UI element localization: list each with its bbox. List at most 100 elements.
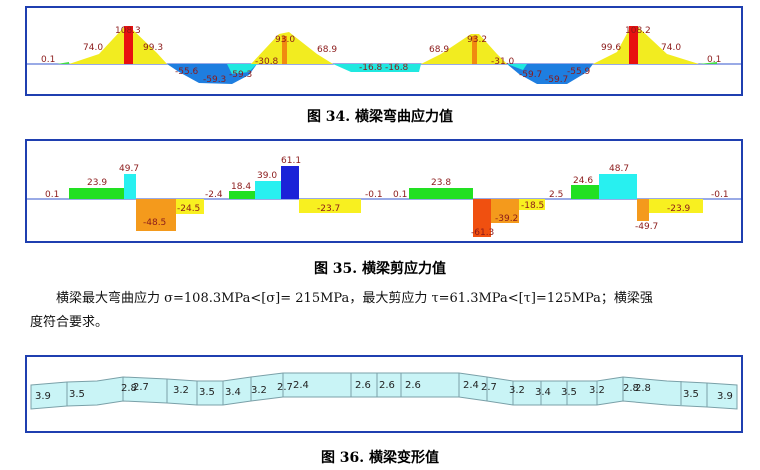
mid-bar-3 [472,36,477,64]
deform-label: 2.7 [133,382,149,393]
stress-label: 74.0 [661,43,681,53]
stress-label: 0.1 [41,55,55,65]
stress-label: 108.2 [625,26,651,36]
shear-label: -23.9 [667,204,691,214]
shear-label: -49.7 [635,222,658,232]
shear-bar [519,199,545,210]
stress-label: -59.3 [229,70,252,80]
shear-bar [255,181,281,199]
figure-36-caption: 图 36. 横梁变形值 [320,450,440,466]
shear-label: -39.2 [495,214,518,224]
bending-stress-diagram: 0.1 74.0 108.3 99.3 -55.6 -59.3 -59.3 -3… [27,26,741,85]
deform-label: 3.4 [535,387,551,398]
peak-bar-4 [629,26,638,64]
shear-bar [637,199,649,221]
deform-label: 3.2 [589,385,605,396]
stress-label: -55.6 [175,67,199,77]
stress-label: -16.8 [385,63,409,73]
shear-bar [281,166,299,199]
stress-label: 99.6 [601,43,621,53]
stress-label: 93.2 [467,35,487,45]
transition-3 [507,64,527,70]
stress-label: -30.8 [255,57,279,67]
shear-bar [473,199,491,237]
stress-label: -55.9 [567,67,591,77]
shear-bar [124,174,136,199]
positive-lobe-1 [69,26,167,64]
negative-lobe-2 [333,64,421,72]
shear-label: -2.4 [205,190,223,200]
deform-label: 3.5 [69,389,85,400]
shear-label: -24.5 [177,204,200,214]
mid-bar-2 [282,36,287,64]
shear-label: 18.4 [231,182,251,192]
deform-label: 3.5 [199,387,215,398]
deform-label: 2.4 [463,380,479,391]
stress-label: 0.1 [707,55,721,65]
shear-label: -61.3 [471,228,494,238]
deform-label: 2.6 [405,380,421,391]
shear-label: -48.5 [143,218,166,228]
stress-label: 99.3 [143,43,163,53]
deform-label: 2.4 [293,380,309,391]
shear-label: 61.1 [281,156,301,166]
stress-label: 74.0 [83,43,103,53]
shear-label: 2.5 [549,190,563,200]
shear-bar [491,199,519,223]
shear-bar [176,199,204,214]
deform-label: 3.2 [173,385,189,396]
end-left [57,62,69,64]
deform-label: 3.4 [225,387,241,398]
transition-1 [227,64,257,74]
deform-label: 3.5 [683,389,699,400]
stress-label: 68.9 [317,45,337,55]
figure-34-caption: 图 34. 横梁弯曲应力值 [306,109,454,125]
shear-label: -23.7 [317,204,340,214]
shear-label: 23.9 [87,178,107,188]
stress-label: -31.0 [491,57,515,67]
stress-label: 93.0 [275,35,295,45]
conclusion-text-line-1: 横梁最大弯曲应力 σ=108.3MPa<[σ]= 215MPa，最大剪应力 τ=… [56,291,653,306]
shear-label: 48.7 [609,164,629,174]
shear-label: -0.1 [711,190,729,200]
shear-bar [229,191,255,199]
stress-label: 68.9 [429,45,449,55]
shear-bar [69,188,124,199]
deform-label: 3.9 [717,391,733,402]
shear-bar [599,174,637,199]
bending-stress-figure: 0.1 74.0 108.3 99.3 -55.6 -59.3 -59.3 -3… [25,6,743,96]
deform-label: 3.5 [561,387,577,398]
shear-stress-figure: 0.1 23.9 49.7 -48.5 -24.5 -2.4 18.4 39.0… [25,139,743,243]
stress-label: -16.8 [359,63,383,73]
shear-label: 0.1 [45,190,59,200]
deform-label: 2.7 [277,382,293,393]
peak-bar-1 [124,26,133,64]
negative-lobe-3 [507,64,593,84]
positive-lobe-3 [421,34,507,64]
deform-label: 3.9 [35,391,51,402]
stress-label: 108.3 [115,26,141,36]
positive-lobe-2 [251,32,333,64]
shear-bar [571,185,599,199]
shear-bar [299,199,361,213]
deform-label: 2.6 [379,380,395,391]
stress-label: -59.3 [203,75,226,85]
shear-label: 39.0 [257,171,277,181]
shear-label: 24.6 [573,176,593,186]
shear-label: 0.1 [393,190,407,200]
shear-label: 23.8 [431,178,451,188]
shear-label: 49.7 [119,164,139,174]
figure-35-caption: 图 35. 横梁剪应力值 [313,261,447,277]
deformation-figure: 3.9 3.5 2.8 2.7 3.2 3.5 3.4 3.2 2.7 2.4 … [25,355,743,433]
shear-stress-diagram: 0.1 23.9 49.7 -48.5 -24.5 -2.4 18.4 39.0… [27,156,741,238]
stress-label: -59.7 [545,75,568,85]
deform-label: 2.8 [635,383,651,394]
deform-label: 2.8 [121,383,137,394]
stress-label: -59.7 [519,70,542,80]
shear-label: -18.5 [521,201,544,211]
shear-bar [136,199,176,231]
shear-bar [649,199,703,213]
end-right [699,62,717,64]
deformation-diagram: 3.9 3.5 2.8 2.7 3.2 3.5 3.4 3.2 2.7 2.4 … [30,372,738,410]
shear-label: -0.1 [365,190,383,200]
